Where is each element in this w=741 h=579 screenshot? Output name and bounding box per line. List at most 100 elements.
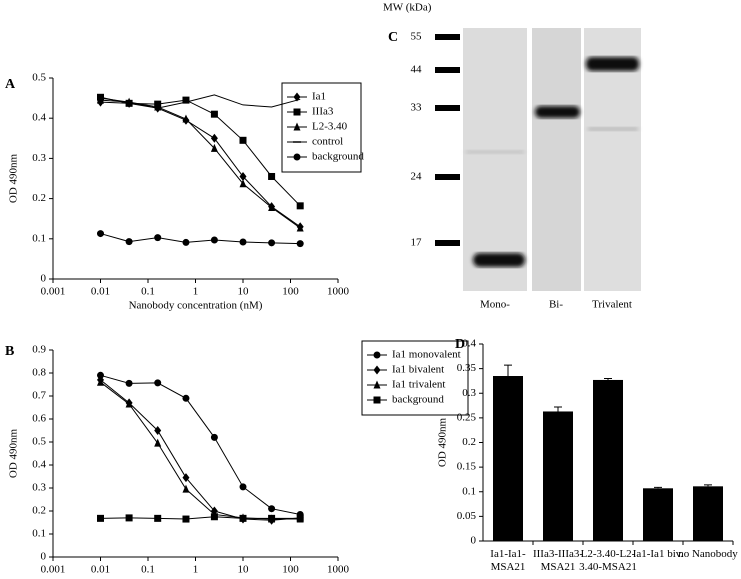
y-tick-label: 0.25: [457, 411, 477, 423]
y-tick-label: 0.1: [462, 485, 476, 497]
marker: [210, 433, 218, 441]
x-tick-label: Ia1-Ia1 biv.: [633, 548, 684, 560]
marker: [210, 236, 218, 244]
bar: [593, 379, 623, 541]
gel-lane: [463, 28, 527, 291]
y-tick-label: 0.35: [457, 362, 477, 374]
x-tick-label: 100: [282, 564, 299, 576]
x-tick-label-line: IIIa3-IIIa3-: [533, 548, 583, 560]
series-line: [100, 379, 301, 521]
panel-label: D: [455, 337, 465, 352]
y-tick-label: 0.4: [462, 338, 476, 350]
gel-band: [586, 57, 639, 71]
lane-label: Mono-: [480, 299, 510, 311]
x-tick-label: 0.1: [141, 286, 155, 298]
marker: [125, 238, 133, 246]
y-tick-label: 0.05: [457, 510, 477, 522]
marker: [239, 514, 247, 522]
marker: [373, 365, 381, 375]
marker: [182, 394, 190, 402]
marker: [373, 351, 381, 359]
mw-marker-band: [435, 240, 460, 246]
x-tick-label: 100: [282, 286, 299, 298]
x-axis-label: Nanobody concentration (nM): [129, 578, 263, 579]
legend-label: background: [312, 151, 364, 163]
gel-lane: [584, 28, 641, 291]
error-bar: [504, 364, 512, 377]
marker: [293, 122, 301, 131]
x-tick-label: L2-3.40-L2-3.40-MSA21: [579, 548, 637, 573]
lane-label: Bi-: [549, 299, 563, 311]
marker: [296, 202, 304, 210]
x-tick-label: 0.001: [41, 564, 66, 576]
y-axis-label: OD 490nm: [8, 153, 20, 203]
y-tick-label: 0.15: [457, 461, 477, 473]
marker: [97, 514, 104, 522]
marker: [268, 514, 276, 522]
marker: [97, 95, 104, 104]
y-tick-label: 0.7: [32, 390, 46, 402]
y-tick-label: 0.1: [32, 528, 46, 540]
y-tick-label: 0.2: [32, 505, 46, 517]
y-tick-label: 0.4: [32, 459, 46, 471]
marker: [296, 514, 304, 522]
y-tick-label: 0.3: [32, 482, 46, 494]
x-tick-label: Ia1-Ia1-MSA21: [490, 548, 526, 573]
series-line: [100, 233, 301, 245]
marker: [97, 377, 104, 386]
marker: [293, 153, 301, 161]
marker: [182, 96, 190, 104]
marker: [154, 102, 162, 111]
mw-marker-band: [435, 174, 460, 180]
mw-marker-label: 44: [411, 64, 423, 76]
marker: [239, 171, 247, 181]
marker: [125, 399, 133, 408]
marker: [154, 426, 162, 435]
series-line: [100, 374, 301, 515]
x-tick-label: 10: [238, 564, 250, 576]
legend-label: Ia1 trivalent: [392, 379, 445, 391]
y-tick-label: 0: [41, 551, 47, 563]
gel-image: [463, 28, 641, 291]
mw-marker-band: [435, 34, 460, 40]
marker: [154, 379, 162, 387]
marker: [373, 380, 381, 389]
bar: [543, 411, 573, 541]
x-tick-label: 0.001: [41, 286, 66, 298]
marker: [97, 371, 104, 379]
error-bar: [604, 377, 612, 380]
series-line: [100, 96, 301, 207]
x-tick-label-line: MSA21: [491, 561, 526, 573]
marker: [154, 234, 162, 242]
panel-label: A: [5, 77, 16, 92]
marker: [125, 379, 133, 387]
marker: [239, 238, 247, 246]
marker: [154, 514, 162, 522]
panel-label: B: [5, 344, 14, 359]
legend-label: background: [392, 394, 444, 406]
mw-marker-label: 17: [411, 237, 423, 249]
gel-band-faint: [466, 150, 524, 154]
y-tick-label: 0: [471, 535, 477, 547]
y-tick-label: 0.5: [32, 72, 46, 84]
marker: [293, 108, 301, 116]
legend-label: control: [312, 136, 343, 148]
gel-lane: [532, 28, 581, 291]
y-tick-label: 0.6: [32, 413, 46, 425]
x-tick-label-line: 3.40-MSA21: [579, 561, 637, 573]
series-line: [100, 101, 301, 228]
legend-label: L2-3.40: [312, 121, 348, 133]
y-tick-label: 0.8: [32, 367, 46, 379]
marker: [239, 483, 247, 491]
legend-label: Ia1: [312, 91, 326, 103]
marker: [268, 172, 276, 180]
x-tick-label: IIIa3-IIIa3-MSA21: [533, 548, 583, 573]
marker: [154, 438, 162, 447]
mw-marker-label: 55: [411, 31, 423, 43]
mw-marker-label: 24: [411, 171, 423, 183]
legend-label: Ia1 bivalent: [392, 364, 444, 376]
marker: [268, 202, 276, 211]
y-tick-label: 0.3: [462, 387, 476, 399]
y-tick-label: 0.1: [32, 232, 46, 244]
